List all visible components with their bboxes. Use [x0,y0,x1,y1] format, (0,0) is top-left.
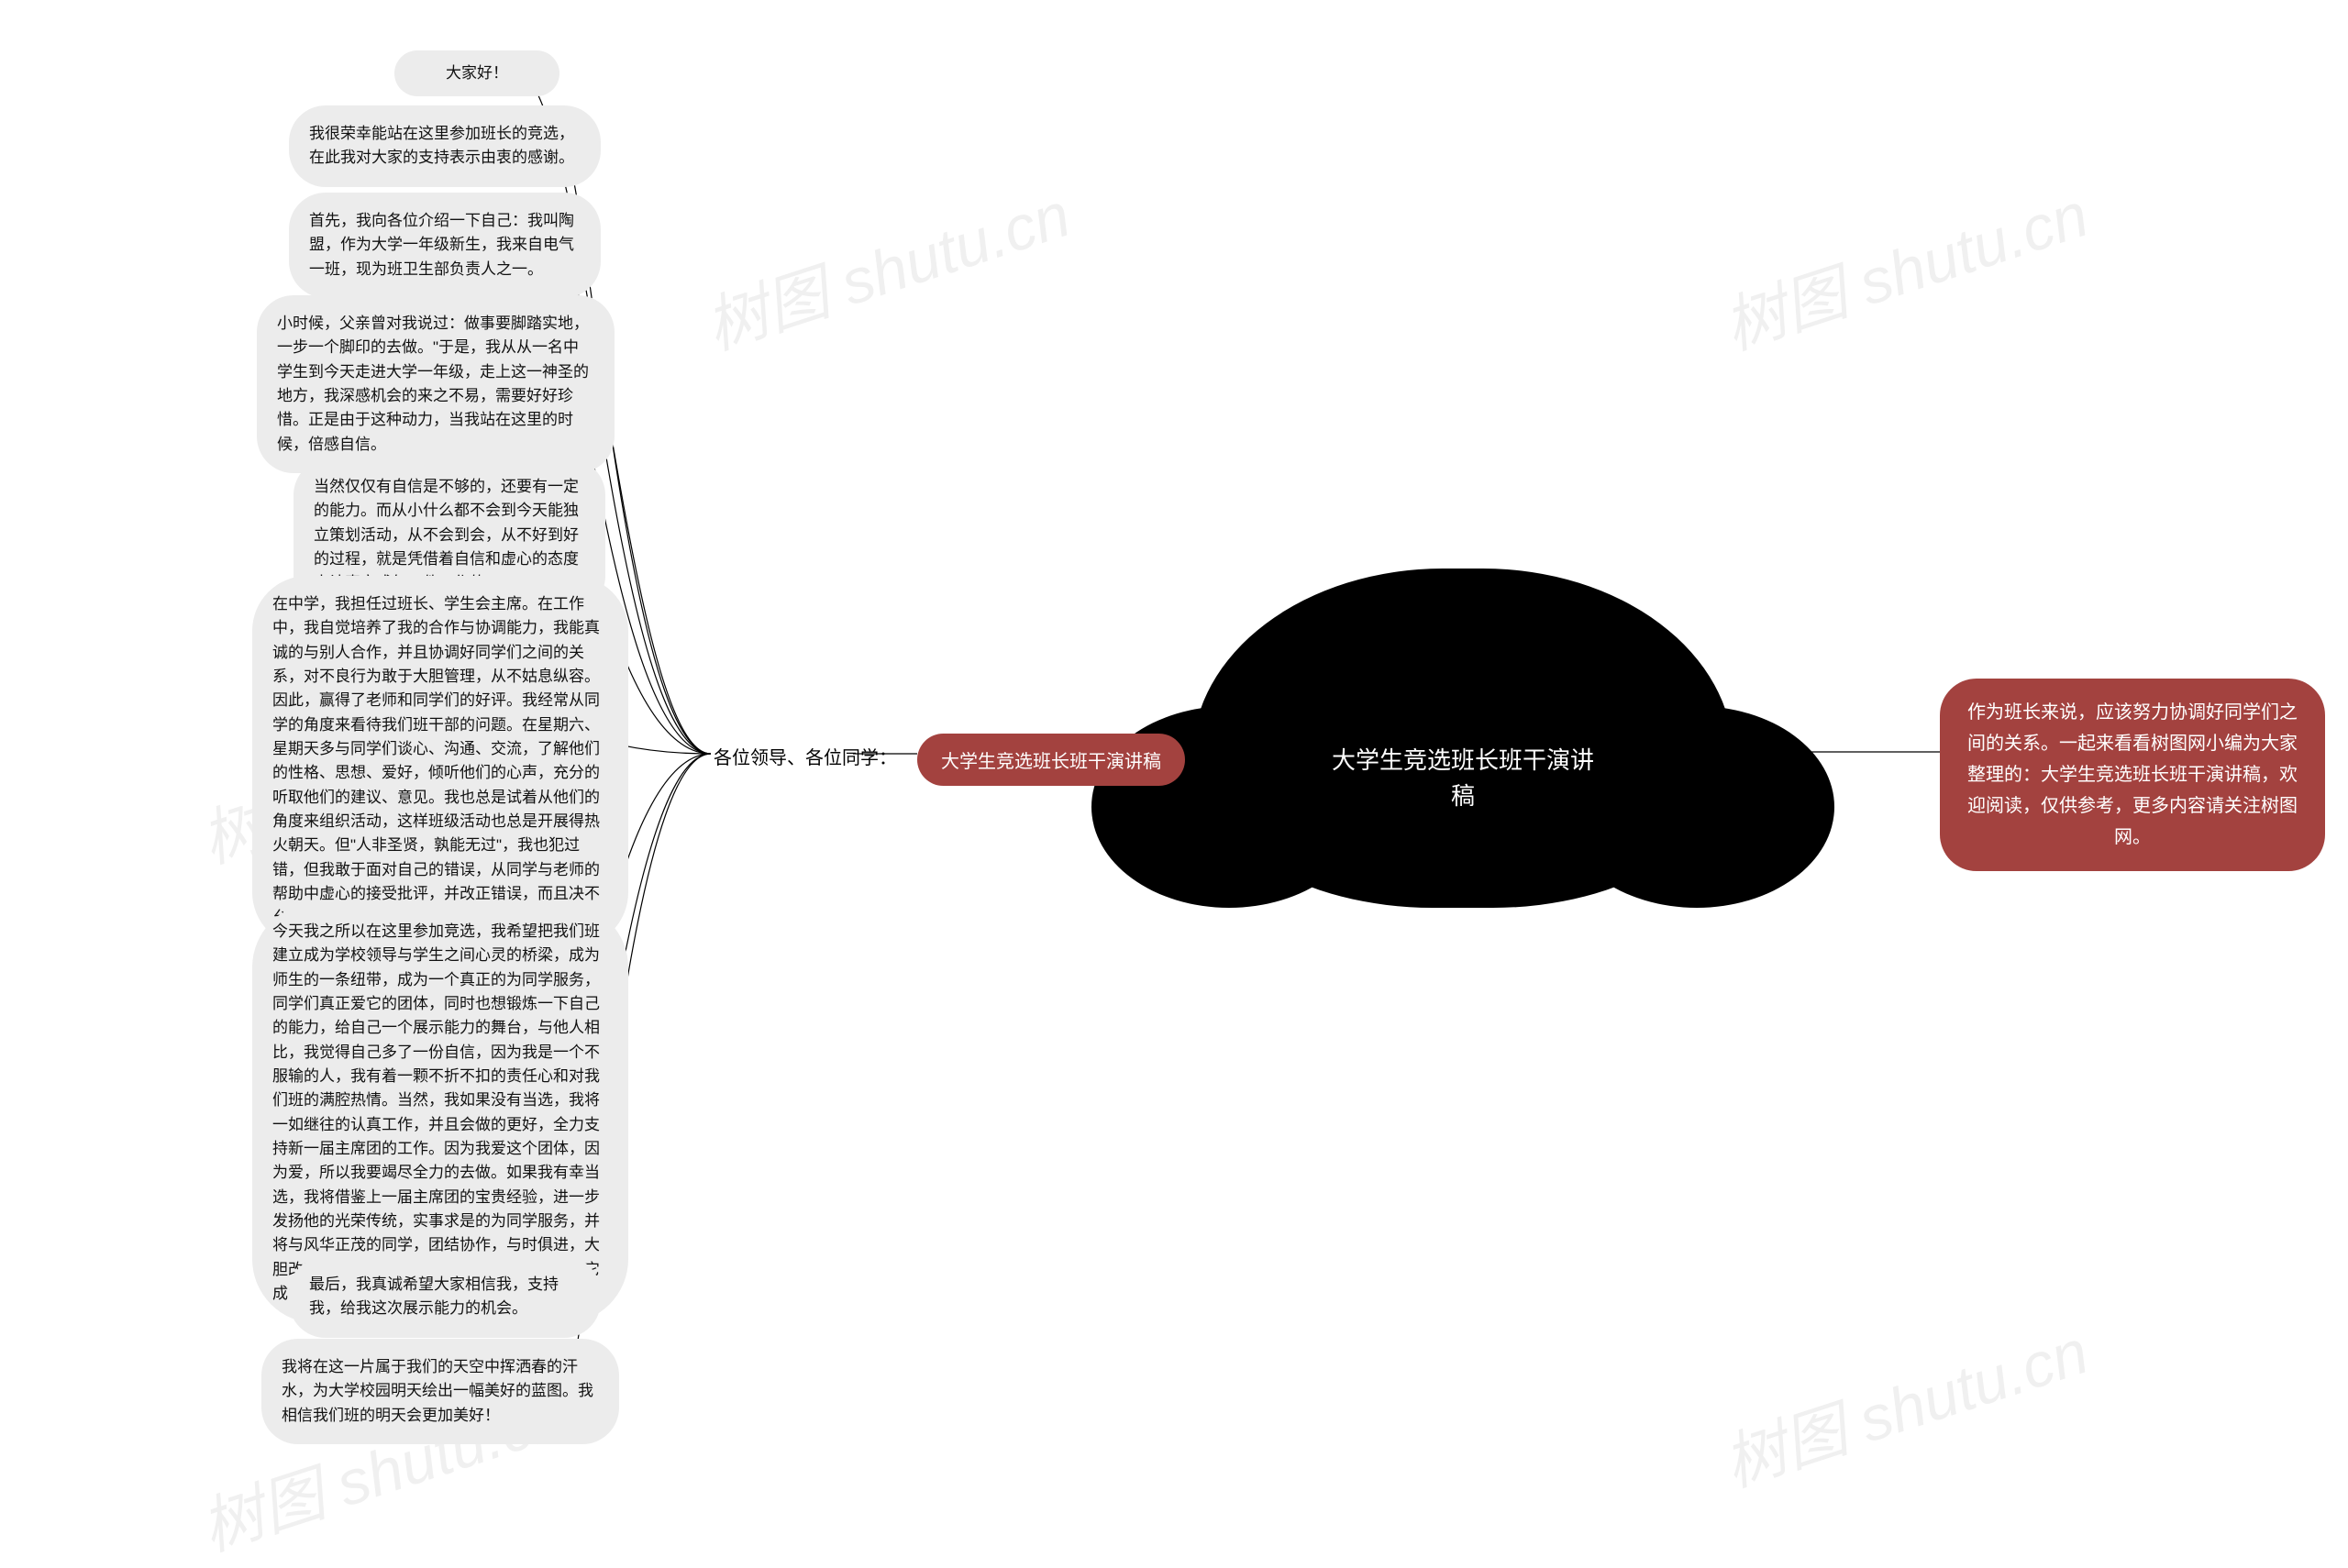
watermark: 树图 shutu.cn [692,164,1080,367]
watermark: 树图 shutu.cn [1711,164,2098,367]
bubble-8: 我将在这一片属于我们的天空中挥洒春的汗水，为大学校园明天绘出一幅美好的蓝图。我相… [261,1339,619,1444]
root-node-text: 大学生竞选班长班干演讲稿 [1325,743,1600,814]
watermark: 树图 shutu.cn [1711,1301,2098,1504]
bubble-1: 我很荣幸能站在这里参加班长的竞选，在此我对大家的支持表示由衷的感谢。 [289,105,601,187]
right-summary-node: 作为班长来说，应该努力协调好同学们之间的关系。一起来看看树图网小编为大家整理的：… [1940,679,2325,871]
root-node: 大学生竞选班长班干演讲稿 [1192,569,1733,908]
bubble-3: 小时候，父亲曾对我说过：做事要脚踏实地，一步一个脚印的去做。"于是，我从从一名中… [257,295,615,473]
left-title-node: 大学生竞选班长班干演讲稿 [917,734,1185,786]
mindmap-canvas: 树图 shutu.cn 树图 shutu.cn 树图 shutu.cn 树图 s… [0,0,2348,1514]
bubble-2: 首先，我向各位介绍一下自己：我叫陶盟，作为大学一年级新生，我来自电气一班，现为班… [289,193,601,298]
bubble-7: 最后，我真诚希望大家相信我，支持我，给我这次展示能力的机会。 [289,1256,601,1338]
bubble-5: 在中学，我担任过班长、学生会主席。在工作中，我自觉培养了我的合作与协调能力，我能… [252,576,628,947]
bubble-0: 大家好！ [394,50,559,96]
greeting-label: 各位领导、各位同学： [714,743,897,769]
